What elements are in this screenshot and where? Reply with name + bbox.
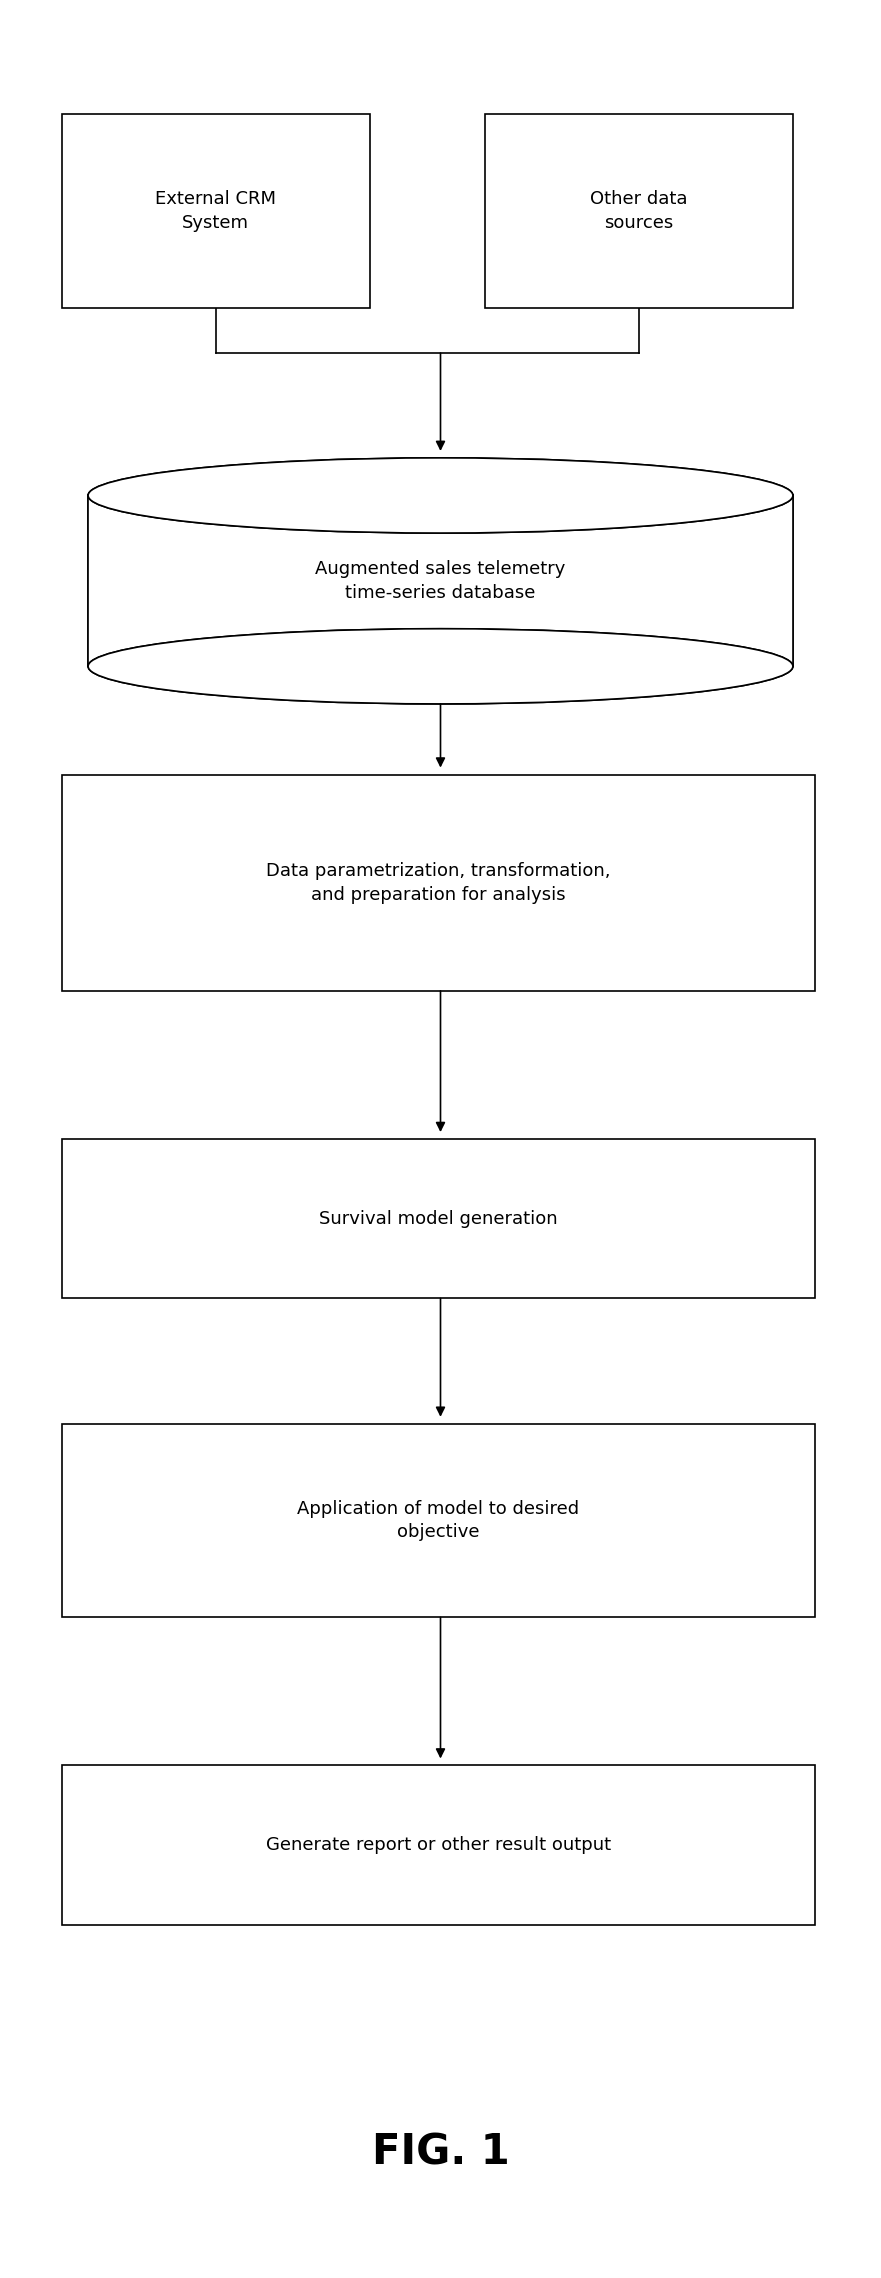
Text: FIG. 1: FIG. 1 bbox=[372, 2132, 509, 2173]
Bar bbox=[88, 497, 793, 665]
Text: Application of model to desired
objective: Application of model to desired objectiv… bbox=[297, 1499, 580, 1542]
Ellipse shape bbox=[88, 458, 793, 533]
Bar bbox=[62, 775, 815, 991]
Bar bbox=[62, 1424, 815, 1617]
Text: Other data
sources: Other data sources bbox=[590, 189, 687, 232]
Ellipse shape bbox=[88, 629, 793, 704]
Bar bbox=[62, 114, 370, 308]
Text: Data parametrization, transformation,
and preparation for analysis: Data parametrization, transformation, an… bbox=[266, 861, 611, 904]
Ellipse shape bbox=[88, 629, 793, 704]
Bar bbox=[485, 114, 793, 308]
Text: Generate report or other result output: Generate report or other result output bbox=[266, 1836, 611, 1854]
Bar bbox=[62, 1139, 815, 1298]
Text: Survival model generation: Survival model generation bbox=[319, 1210, 558, 1228]
Ellipse shape bbox=[88, 458, 793, 533]
Text: External CRM
System: External CRM System bbox=[155, 189, 277, 232]
Bar bbox=[62, 1765, 815, 1925]
Text: Augmented sales telemetry
time-series database: Augmented sales telemetry time-series da… bbox=[315, 560, 566, 601]
